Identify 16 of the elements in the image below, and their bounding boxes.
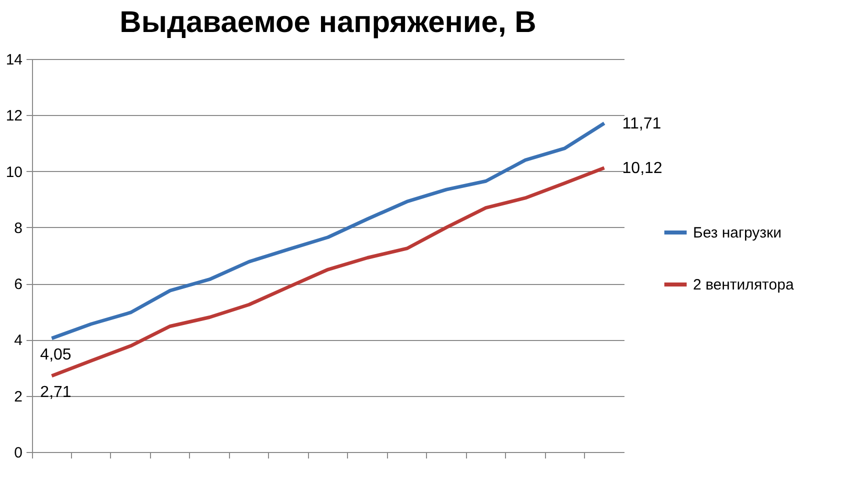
y-tick-label: 8 [14,220,22,237]
data-label: 2,71 [40,384,72,401]
legend-label: Без нагрузки [693,224,782,242]
data-label: 10,12 [622,160,662,177]
y-tick-label: 12 [6,108,22,125]
y-tick-label: 6 [14,276,22,294]
y-tick-label: 4 [14,332,22,350]
y-tick-label: 0 [14,444,22,462]
data-label: 11,71 [622,115,662,132]
y-tick-label: 14 [6,52,22,68]
legend-label: 2 вентилятора [693,276,794,294]
data-label: 4,05 [40,346,72,364]
y-tick-label: 2 [14,388,22,406]
line-series [50,122,606,340]
chart-title: Выдаваемое напряжение, В [120,6,536,39]
y-tick-label: 10 [6,164,22,181]
